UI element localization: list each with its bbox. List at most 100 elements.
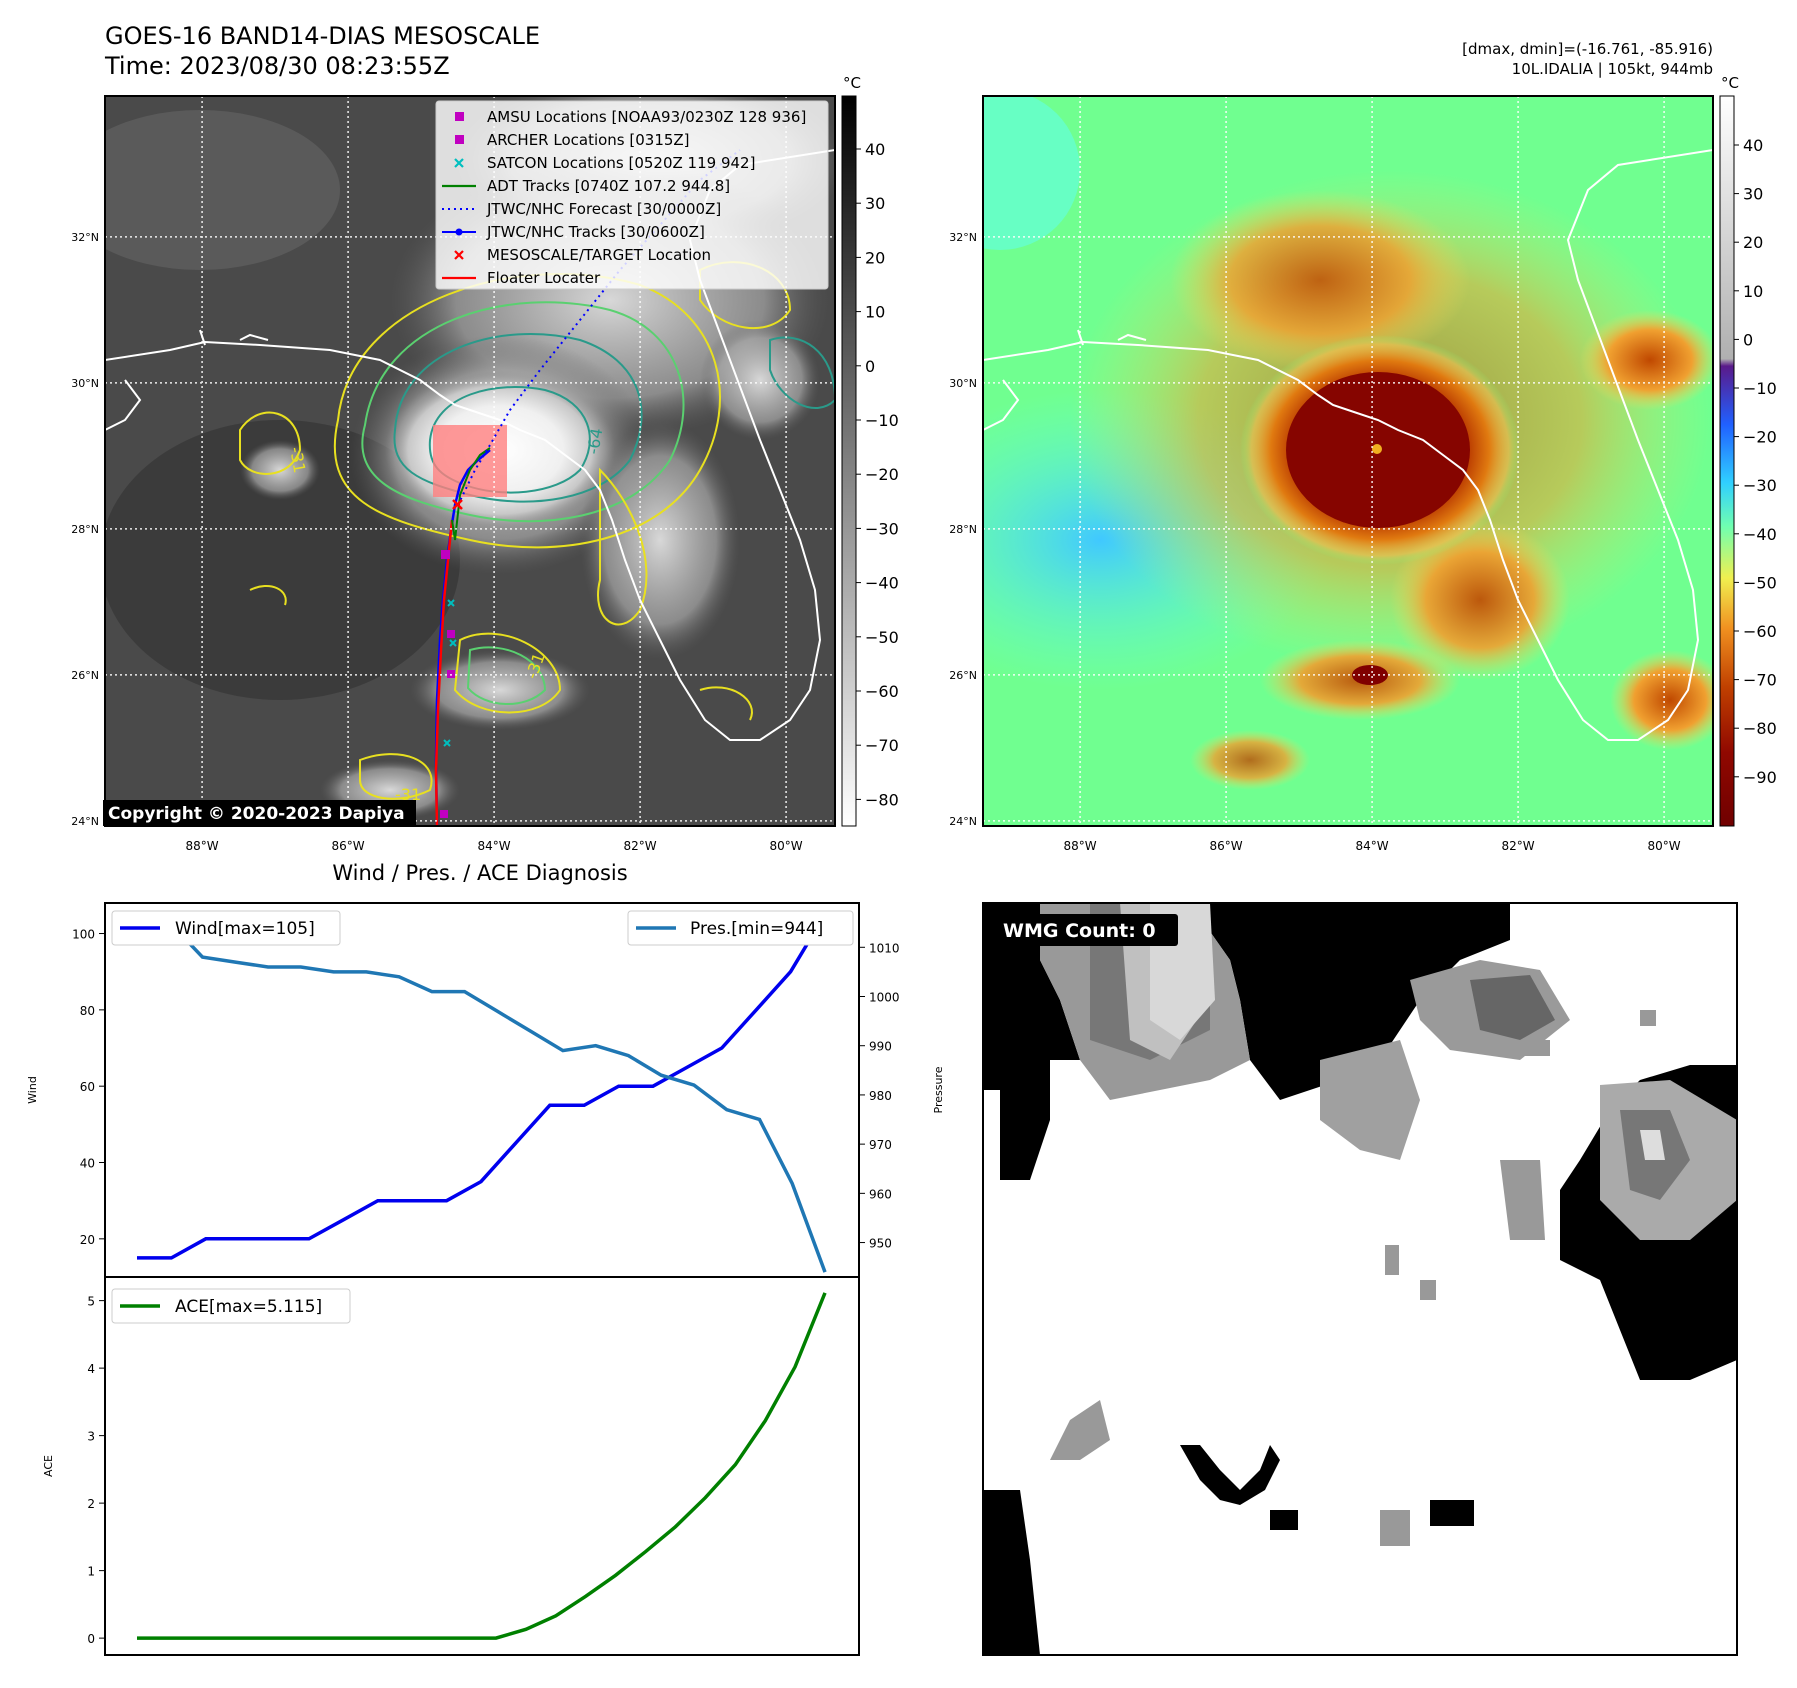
ace-ytick-label: 1 xyxy=(87,1565,95,1579)
lat-tick-label: 24°N xyxy=(71,815,99,828)
colorbar-color: °C 40 30 20 10 0 −10 −20 −30 −40 −50 −60 −70 −80 −90 xyxy=(1719,74,1777,827)
colorbar-tick-label: −60 xyxy=(1743,622,1777,641)
colorbar-tick-label: 20 xyxy=(865,248,885,267)
diagnosis-title: Wind / Pres. / ACE Diagnosis xyxy=(332,861,627,885)
colorbar-tick-label: 20 xyxy=(1743,233,1763,252)
wind-ytick-label: 20 xyxy=(80,1233,95,1247)
legend-label: Wind[max=105] xyxy=(175,919,315,939)
legend-label: JTWC/NHC Tracks [30/0600Z] xyxy=(486,223,705,241)
legend-label: JTWC/NHC Forecast [30/0000Z] xyxy=(486,200,721,218)
pressure-ytick-label: 970 xyxy=(869,1138,892,1152)
legend-marker xyxy=(455,135,464,144)
legend-label: ACE[max=5.115] xyxy=(175,1297,322,1317)
colorbar-tick-label: −40 xyxy=(865,574,899,593)
lat-tick-label: 32°N xyxy=(949,231,977,244)
colorbar-tick-label: −20 xyxy=(1743,428,1777,447)
map-legend: AMSU Locations [NOAA93/0230Z 128 936] ARC… xyxy=(435,100,829,290)
ace-legend: ACE[max=5.115] xyxy=(111,1288,351,1324)
colorbar-tick-label: 10 xyxy=(865,303,885,322)
colorbar-tick-label: −40 xyxy=(1743,525,1777,544)
ace-ytick-label: 4 xyxy=(87,1362,95,1376)
colorbar-tick-label: −80 xyxy=(1743,719,1777,738)
ace-ytick-label: 5 xyxy=(87,1295,95,1309)
pressure-ytick-label: 980 xyxy=(869,1089,892,1103)
contour-label: -64 xyxy=(583,427,606,456)
lon-tick-label: 80°W xyxy=(1648,839,1681,853)
lat-tick-label: 32°N xyxy=(71,231,99,244)
legend-label: Pres.[min=944] xyxy=(690,919,823,939)
colorbar-tick-label: 0 xyxy=(865,357,875,376)
colorbar-tick-label: 30 xyxy=(1743,185,1763,204)
lat-tick-label: 24°N xyxy=(949,815,977,828)
colorbar-tick-label: −50 xyxy=(865,628,899,647)
pressure-ytick-label: 950 xyxy=(869,1237,892,1251)
pressure-ytick-label: 1000 xyxy=(869,991,900,1005)
colorbar-tick-label: −70 xyxy=(1743,671,1777,690)
ace-series-line xyxy=(137,1292,827,1640)
lon-tick-label: 80°W xyxy=(770,839,803,853)
ace-chart: 0 1 2 3 4 5 ACE ACE[max=5.115] xyxy=(42,1276,860,1656)
pressure-legend: Pres.[min=944] xyxy=(627,910,854,946)
legend-box xyxy=(111,910,341,946)
wind-legend: Wind[max=105] xyxy=(111,910,341,946)
colorbar-tick-label: −30 xyxy=(1743,476,1777,495)
lon-tick-label: 86°W xyxy=(1210,839,1243,853)
wmg-panel: WMG Count: 0 xyxy=(982,902,1738,1656)
colorbar-tick-label: −30 xyxy=(865,519,899,538)
lat-tick-label: 30°N xyxy=(71,377,99,390)
wind-ytick-label: 100 xyxy=(72,928,95,942)
legend-label: AMSU Locations [NOAA93/0230Z 128 936] xyxy=(487,108,806,126)
colorbar-tick-label: 40 xyxy=(1743,136,1763,155)
lat-tick-label: 28°N xyxy=(71,523,99,536)
pressure-axis-label: Pressure xyxy=(932,1066,945,1113)
ace-ytick-label: 0 xyxy=(87,1632,95,1646)
pressure-ytick-label: 990 xyxy=(869,1040,892,1054)
wind-ytick-label: 80 xyxy=(80,1004,95,1018)
legend-box xyxy=(111,1288,351,1324)
legend-label: ARCHER Locations [0315Z] xyxy=(487,131,690,149)
wind-axis-label: Wind xyxy=(26,1076,39,1104)
lat-tick-label: 26°N xyxy=(949,669,977,682)
wind-ytick-label: 40 xyxy=(80,1157,95,1171)
legend-label: SATCON Locations [0520Z 119 942] xyxy=(487,154,755,172)
ace-axis-label: ACE xyxy=(42,1455,55,1477)
colorbar-tick-label: 0 xyxy=(1743,330,1753,349)
lon-tick-label: 82°W xyxy=(624,839,657,853)
ace-ytick-label: 3 xyxy=(87,1430,95,1444)
colorbar-tick-label: −80 xyxy=(865,790,899,809)
colorbar-tick-label: −20 xyxy=(865,465,899,484)
pressure-ytick-label: 1010 xyxy=(869,941,900,955)
colorbar-tick-label: 10 xyxy=(1743,282,1763,301)
ir-color-map xyxy=(982,95,1714,827)
lat-tick-label: 30°N xyxy=(949,377,977,390)
legend-label: ADT Tracks [0740Z 107.2 944.8] xyxy=(487,177,730,195)
copyright-text: Copyright © 2020-2023 Dapiya xyxy=(108,804,405,824)
ir-gray-map-axes: 88°W 86°W 84°W 82°W 80°W 32°N 30°N 28°N 26°N 24°N xyxy=(71,231,803,853)
lat-tick-label: 26°N xyxy=(71,669,99,682)
range-text: [dmax, dmin]=(-16.761, -85.916) xyxy=(1462,40,1713,58)
colorbar-gray: °C 40 30 20 10 0 −10 −20 −30 −40 −50 −60 −70 −80 xyxy=(841,74,899,827)
wind-pressure-chart: 20 40 60 80 100 950 960 970 980 990 1000 1010 Wind Pr… xyxy=(26,902,945,1278)
storm-text: 10L.IDALIA | 105kt, 944mb xyxy=(1512,60,1713,78)
legend-marker xyxy=(454,250,464,260)
ir-color-map-axes: 88°W 86°W 84°W 82°W 80°W 32°N 30°N 28°N 26°N 24°N xyxy=(949,231,1681,853)
colorbar-color-unit: °C xyxy=(1721,74,1739,92)
legend-marker xyxy=(455,228,463,236)
ir-gray-map: -31 -64 -31 -31 Copyright © 2020-2023 Da… xyxy=(103,95,836,827)
colorbar-tick-label: −10 xyxy=(865,411,899,430)
lon-tick-label: 88°W xyxy=(186,839,219,853)
contour-label: -31 xyxy=(395,785,421,804)
legend-box xyxy=(627,910,854,946)
lon-tick-label: 88°W xyxy=(1064,839,1097,853)
figure-title: GOES-16 BAND14-DIAS MESOSCALE xyxy=(105,22,540,50)
wind-ytick-label: 60 xyxy=(80,1080,95,1094)
lon-tick-label: 84°W xyxy=(478,839,511,853)
figure-time: Time: 2023/08/30 08:23:55Z xyxy=(104,52,450,80)
lon-tick-label: 84°W xyxy=(1356,839,1389,853)
lon-tick-label: 86°W xyxy=(332,839,365,853)
colorbar-tick-label: 40 xyxy=(865,140,885,159)
legend-marker xyxy=(454,158,464,168)
contour-label: -31 xyxy=(286,445,309,474)
legend-marker xyxy=(455,112,464,121)
